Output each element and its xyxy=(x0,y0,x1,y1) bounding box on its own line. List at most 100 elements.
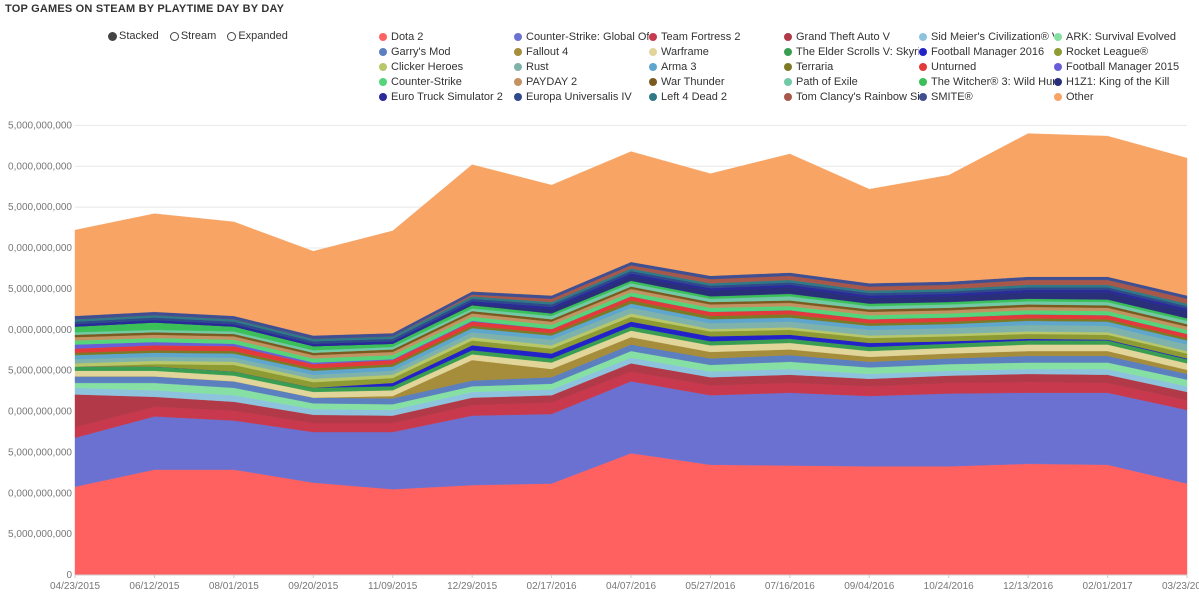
legend-item[interactable]: War Thunder xyxy=(649,74,784,89)
legend-item[interactable]: Clicker Heroes xyxy=(379,59,514,74)
legend-label: Grand Theft Auto V xyxy=(796,30,890,43)
legend-item[interactable]: Other xyxy=(1054,89,1189,104)
legend-swatch-icon xyxy=(649,77,657,86)
y-tick-label: 0,000,000,000 xyxy=(8,325,72,336)
legend-swatch-icon xyxy=(649,62,657,71)
legend-item[interactable]: Unturned xyxy=(919,59,1054,74)
legend-item[interactable]: Football Manager 2015 xyxy=(1054,59,1189,74)
legend-label: H1Z1: King of the Kill xyxy=(1066,75,1170,88)
legend-swatch-icon xyxy=(514,77,522,86)
legend-label: Other xyxy=(1066,90,1094,103)
legend-item[interactable]: Euro Truck Simulator 2 xyxy=(379,89,514,104)
legend-label: Terraria xyxy=(796,60,834,73)
legend-item[interactable]: Dota 2 xyxy=(379,29,514,44)
mode-expanded-radio[interactable]: Expanded xyxy=(227,30,288,42)
legend-swatch-icon xyxy=(1054,32,1062,41)
legend-label: SMITE® xyxy=(931,90,973,103)
x-tick-label: 03/23/2017 xyxy=(1162,581,1199,592)
mode-stacked-radio[interactable]: Stacked xyxy=(108,30,159,42)
legend-label: Sid Meier's Civilization® V xyxy=(931,30,1054,43)
legend-label: Path of Exile xyxy=(796,75,858,88)
legend-item[interactable]: Garry's Mod xyxy=(379,44,514,59)
legend-item[interactable]: Counter-Strike xyxy=(379,74,514,89)
legend-item[interactable]: Tom Clancy's Rainbow Six® Siege xyxy=(784,89,919,104)
legend-label: Left 4 Dead 2 xyxy=(661,90,728,103)
legend-item[interactable]: The Witcher® 3: Wild Hunt xyxy=(919,74,1054,89)
legend-label: Clicker Heroes xyxy=(391,60,464,73)
legend-item[interactable]: Counter-Strike: Global Offensive xyxy=(514,29,649,44)
legend-swatch-icon xyxy=(514,62,522,71)
mode-controls: Stacked Stream Expanded xyxy=(108,30,296,44)
legend-item[interactable]: Terraria xyxy=(784,59,919,74)
x-tick-label: 02/01/2017 xyxy=(1083,581,1133,592)
radio-icon xyxy=(169,31,179,41)
legend-label: The Witcher® 3: Wild Hunt xyxy=(931,75,1054,88)
legend-label: Rust xyxy=(526,60,549,73)
legend-swatch-icon xyxy=(919,77,927,86)
legend-item[interactable]: ARK: Survival Evolved xyxy=(1054,29,1189,44)
y-tick-label: 5,000,000,000 xyxy=(8,447,72,458)
legend-item[interactable]: SMITE® xyxy=(919,89,1054,104)
legend-label: Football Manager 2015 xyxy=(1066,60,1180,73)
x-tick-label: 02/17/2016 xyxy=(527,581,577,592)
legend-item[interactable]: Team Fortress 2 xyxy=(649,29,784,44)
y-tick-label: 5,000,000,000 xyxy=(8,202,72,213)
x-tick-label: 04/07/2016 xyxy=(606,581,656,592)
y-tick-label: 0 xyxy=(66,570,72,581)
legend-item[interactable]: H1Z1: King of the Kill xyxy=(1054,74,1189,89)
legend-item[interactable]: Fallout 4 xyxy=(514,44,649,59)
legend-label: Garry's Mod xyxy=(391,45,451,58)
legend-swatch-icon xyxy=(1054,77,1062,86)
legend-item[interactable]: Warframe xyxy=(649,44,784,59)
x-tick-label: 11/09/2015 xyxy=(368,581,418,592)
legend-item[interactable]: Football Manager 2016 xyxy=(919,44,1054,59)
legend-label: War Thunder xyxy=(661,75,725,88)
legend-swatch-icon xyxy=(514,47,522,56)
legend-swatch-icon xyxy=(784,32,792,41)
legend-swatch-icon xyxy=(649,32,657,41)
area-series-0[interactable] xyxy=(74,452,1188,576)
legend-item[interactable]: Left 4 Dead 2 xyxy=(649,89,784,104)
legend-swatch-icon xyxy=(919,32,927,41)
legend-swatch-icon xyxy=(1054,62,1062,71)
mode-stream-radio[interactable]: Stream xyxy=(169,30,216,42)
legend-swatch-icon xyxy=(649,47,657,56)
legend-label: Counter-Strike: Global Offensive xyxy=(526,30,649,43)
legend-swatch-icon xyxy=(784,47,792,56)
legend-label: Rocket League® xyxy=(1066,45,1149,58)
mode-label: Expanded xyxy=(238,30,288,42)
x-tick-label: 09/04/2016 xyxy=(844,581,894,592)
legend-label: Arma 3 xyxy=(661,60,697,73)
x-tick-label: 08/01/2015 xyxy=(209,581,259,592)
x-tick-label: 12/29/2015 xyxy=(447,581,497,592)
mode-label: Stacked xyxy=(119,30,159,42)
legend-swatch-icon xyxy=(919,62,927,71)
legend-item[interactable]: The Elder Scrolls V: Skyrim xyxy=(784,44,919,59)
legend-item[interactable]: Sid Meier's Civilization® V xyxy=(919,29,1054,44)
legend-label: Team Fortress 2 xyxy=(661,30,741,43)
x-tick-label: 05/27/2016 xyxy=(685,581,735,592)
y-tick-label: 0,000,000,000 xyxy=(8,407,72,418)
x-tick-label: 06/12/2015 xyxy=(129,581,179,592)
legend-swatch-icon xyxy=(784,77,792,86)
legend-swatch-icon xyxy=(379,77,387,86)
legend-label: Warframe xyxy=(661,45,709,58)
legend-label: Tom Clancy's Rainbow Six® Siege xyxy=(796,90,919,103)
legend-label: Europa Universalis IV xyxy=(526,90,632,103)
legend-item[interactable]: Grand Theft Auto V xyxy=(784,29,919,44)
legend-item[interactable]: PAYDAY 2 xyxy=(514,74,649,89)
legend-item[interactable]: Rocket League® xyxy=(1054,44,1189,59)
legend-item[interactable]: Europa Universalis IV xyxy=(514,89,649,104)
legend-label: Counter-Strike xyxy=(391,75,462,88)
legend-item[interactable]: Arma 3 xyxy=(649,59,784,74)
legend-swatch-icon xyxy=(379,32,387,41)
area-series-29[interactable] xyxy=(74,133,1188,336)
legend-swatch-icon xyxy=(379,92,387,101)
legend-item[interactable]: Rust xyxy=(514,59,649,74)
legend-item[interactable]: Path of Exile xyxy=(784,74,919,89)
y-tick-label: 0,000,000,000 xyxy=(8,488,72,499)
legend-label: Unturned xyxy=(931,60,977,73)
y-tick-label: 0,000,000,000 xyxy=(8,161,72,172)
x-tick-label: 09/20/2015 xyxy=(288,581,338,592)
